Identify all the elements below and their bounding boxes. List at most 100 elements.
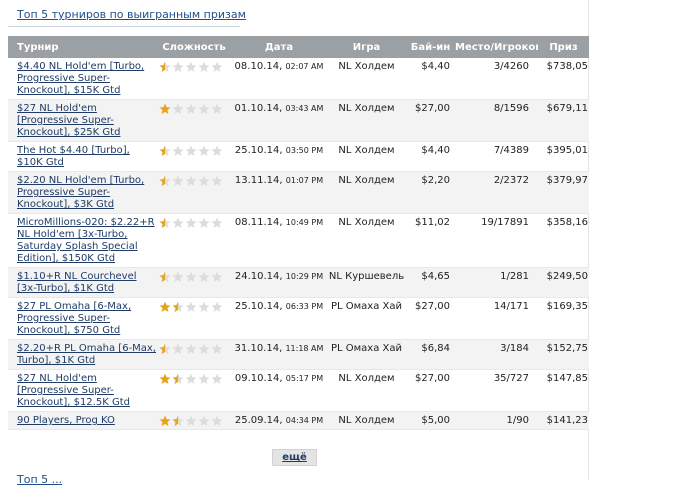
col-header-buyin[interactable]: Бай-ин [406,36,455,58]
difficulty-cell [157,99,231,142]
prize-cell: $152,75 [538,339,589,370]
tournament-cell: MicroMillions-020: $2.22+R NL Hold'em [3… [8,213,157,268]
tournament-cell: $27 PL Omaha [6-Max, Progressive Super-K… [8,297,157,340]
buyin-cell: $6,84 [406,339,455,370]
difficulty-cell [157,171,231,214]
star-icon [185,271,197,283]
tournament-cell: $2.20 NL Hold'em [Turbo, Progressive Sup… [8,171,157,214]
star-icon [172,145,184,157]
col-header-difficulty[interactable]: Сложность [157,36,231,58]
date-cell: 31.10.14, 11:18 AM [231,339,327,370]
table-row: 90 Players, Prog KO 25.09.14, 04:34 PM NL … [8,411,589,430]
star-icon [159,61,171,73]
tournament-link[interactable]: $2.20 NL Hold'em [Turbo, Progressive Sup… [17,175,145,210]
col-header-prize[interactable]: Приз [538,36,589,58]
table-row: The Hot $4.40 [Turbo], $10K Gtd 25.10.14,… [8,141,589,172]
tournament-link[interactable]: $27 NL Hold'em [Progressive Super-Knocko… [17,373,130,408]
time-value: 06:33 PM [285,302,324,311]
difficulty-cell [157,141,231,172]
date-value: 24.10.14, [234,271,283,282]
date-value: 01.10.14, [234,103,283,114]
star-icon [172,415,184,427]
section-title-link[interactable]: Топ 5 турниров по выигранным призам [17,8,246,21]
tournament-link[interactable]: $1.10+R NL Courchevel [3x-Turbo], $1K Gt… [17,271,137,294]
prize-cell: $679,11 [538,99,589,142]
col-header-place[interactable]: Место/Игроков [455,36,538,58]
table-row: $2.20+R PL Omaha [6-Max, Turbo], $1K Gtd… [8,339,589,370]
star-icon [198,271,210,283]
star-icon [198,343,210,355]
star-icon [198,103,210,115]
star-icon [211,373,223,385]
table-row: $27 NL Hold'em [Progressive Super-Knocko… [8,369,589,412]
star-icon [185,373,197,385]
tournament-link[interactable]: $2.20+R PL Omaha [6-Max, Turbo], $1K Gtd [17,343,157,366]
star-icon [185,415,197,427]
place-cell: 2/2372 [455,171,538,214]
prize-cell: $379,97 [538,171,589,214]
tournament-link[interactable]: The Hot $4.40 [Turbo], $10K Gtd [17,145,130,168]
difficulty-rating [157,145,231,157]
date-cell: 08.11.14, 10:49 PM [231,213,327,268]
date-value: 09.10.14, [234,373,283,384]
time-value: 11:18 AM [285,344,324,353]
buyin-cell: $4,40 [406,141,455,172]
star-icon [211,415,223,427]
place-cell: 1/90 [455,411,538,430]
tournament-link[interactable]: $27 NL Hold'em [Progressive Super-Knocko… [17,103,121,138]
star-icon [185,175,197,187]
more-button[interactable]: ещё [272,449,317,466]
star-icon [159,271,171,283]
date-cell: 24.10.14, 10:29 PM [231,267,327,298]
difficulty-rating [157,61,231,73]
difficulty-rating [157,373,231,385]
star-icon [211,145,223,157]
star-icon [198,217,210,229]
prize-cell: $395,01 [538,141,589,172]
date-cell: 09.10.14, 05:17 PM [231,369,327,412]
col-header-tournament[interactable]: Турнир [8,36,157,58]
tournament-cell: $4.40 NL Hold'em [Turbo, Progressive Sup… [8,58,157,100]
table-row: MicroMillions-020: $2.22+R NL Hold'em [3… [8,213,589,268]
star-icon [185,217,197,229]
game-cell: PL Омаха Хай [327,297,406,340]
tournament-link[interactable]: $4.40 NL Hold'em [Turbo, Progressive Sup… [17,61,145,96]
col-header-game[interactable]: Игра [327,36,406,58]
star-icon [211,271,223,283]
col-header-date[interactable]: Дата [231,36,327,58]
difficulty-cell [157,297,231,340]
date-value: 25.10.14, [234,145,283,156]
star-icon [211,343,223,355]
table-body: $4.40 NL Hold'em [Turbo, Progressive Sup… [8,58,589,430]
tournament-cell: $27 NL Hold'em [Progressive Super-Knocko… [8,369,157,412]
star-icon [211,301,223,313]
tournament-link[interactable]: 90 Players, Prog KO [17,415,115,426]
game-cell: NL Холдем [327,58,406,100]
buyin-cell: $4,40 [406,58,455,100]
star-icon [198,301,210,313]
time-value: 10:29 PM [285,272,324,281]
date-value: 31.10.14, [234,343,283,354]
star-icon [172,373,184,385]
date-cell: 25.10.14, 03:50 PM [231,141,327,172]
star-icon [159,301,171,313]
star-icon [159,343,171,355]
table-header-row: Турнир Сложность Дата Игра Бай-ин Место/… [8,36,589,58]
star-icon [211,61,223,73]
table-row: $2.20 NL Hold'em [Turbo, Progressive Sup… [8,171,589,214]
star-icon [172,217,184,229]
time-value: 02:07 AM [285,62,324,71]
buyin-cell: $27,00 [406,297,455,340]
difficulty-rating [157,415,231,427]
star-icon [172,301,184,313]
date-value: 08.11.14, [234,217,283,228]
table-row: $27 NL Hold'em [Progressive Super-Knocko… [8,99,589,142]
table-row: $27 PL Omaha [6-Max, Progressive Super-K… [8,297,589,340]
difficulty-rating [157,175,231,187]
place-cell: 19/17891 [455,213,538,268]
tournament-link[interactable]: MicroMillions-020: $2.22+R NL Hold'em [3… [17,217,155,264]
tournament-link[interactable]: $27 PL Omaha [6-Max, Progressive Super-K… [17,301,132,336]
star-icon [159,175,171,187]
difficulty-rating [157,301,231,313]
date-cell: 25.10.14, 06:33 PM [231,297,327,340]
